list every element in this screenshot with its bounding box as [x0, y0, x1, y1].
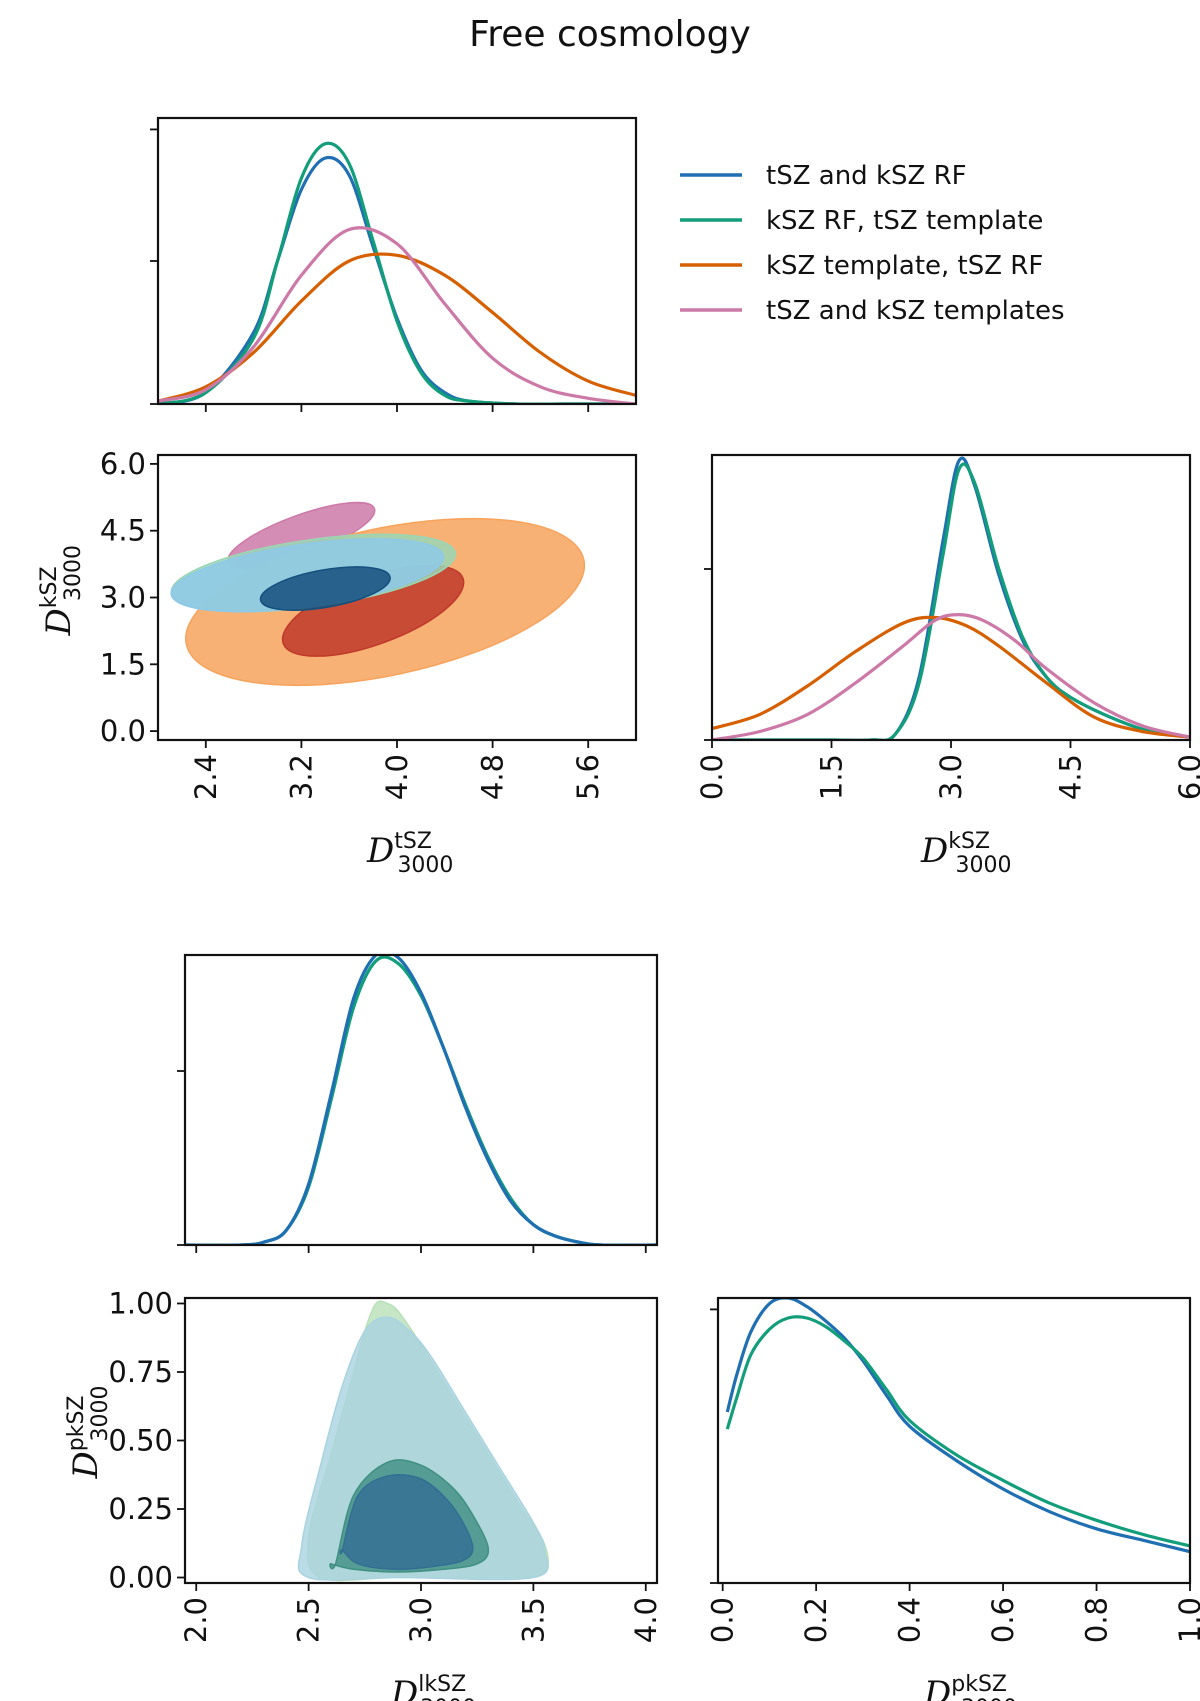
x-tick-label-contour-lksz-pksz-0: 2.0 — [179, 1597, 213, 1643]
y-axis-label-contour-tsz-ksz: DkSZ3000 — [37, 545, 86, 637]
x-tick-label-marginal-ksz-1: 1.5 — [815, 754, 849, 800]
contour-region-contour-tsz-ksz-5 — [259, 566, 391, 612]
panel-frame-top-marginal-tsz — [156, 116, 638, 406]
series-line-marginal-ksz-3 — [712, 613, 1190, 740]
legend-label-3: tSZ and kSZ templates — [766, 296, 1065, 326]
figure-title: Free cosmology — [469, 14, 751, 55]
x-tick-label-marginal-ksz-2: 3.0 — [934, 754, 968, 800]
x-tick-label-contour-lksz-pksz-3: 3.5 — [516, 1597, 550, 1643]
series-line-marginal-pksz-1 — [725, 1315, 1190, 1548]
y-tick-label-contour-lksz-pksz-4: 1.00 — [108, 1286, 173, 1320]
y-tick-label-contour-tsz-ksz-4: 6.0 — [100, 447, 146, 481]
legend-label-0: tSZ and kSZ RF — [766, 161, 967, 191]
y-tick-label-contour-lksz-pksz-3: 0.75 — [108, 1355, 173, 1389]
x-tick-label-contour-lksz-pksz-4: 4.0 — [629, 1597, 663, 1643]
series-group-marginal-ksz — [712, 456, 1190, 740]
y-tick-label-contour-tsz-ksz-1: 1.5 — [100, 647, 146, 681]
series-line-marginal-pksz-0 — [725, 1298, 1190, 1554]
series-line-marginal-ksz-1 — [712, 462, 1190, 740]
legend-label-1: kSZ RF, tSZ template — [766, 206, 1043, 236]
y-tick-label-contour-tsz-ksz-3: 4.5 — [100, 514, 146, 548]
series-line-top-marginal-tsz-2 — [158, 252, 636, 403]
region-group-contour-tsz-ksz — [170, 501, 586, 687]
y-axis-label-contour-lksz-pksz: DpkSZ3000 — [64, 1385, 113, 1479]
x-axis-label-marginal-ksz: DkSZ 3000 — [920, 829, 1012, 878]
series-line-top-marginal-tsz-1 — [158, 141, 636, 404]
x-axis-label-contour-lksz-pksz: DlkSZ3000 — [390, 1672, 476, 1701]
x-axis-label-contour-tsz-ksz: DtSZ 3000 — [366, 829, 453, 878]
series-group-marginal-lksz — [185, 955, 657, 1245]
x-tick-label-contour-tsz-ksz-1: 3.2 — [284, 754, 318, 800]
series-line-marginal-lksz-0 — [185, 955, 657, 1245]
y-tick-label-contour-tsz-ksz-2: 3.0 — [100, 581, 146, 615]
panel-frame-marginal-pksz — [716, 1296, 1192, 1585]
y-tick-label-contour-lksz-pksz-1: 0.25 — [108, 1492, 173, 1526]
x-tick-label-contour-tsz-ksz-0: 2.4 — [189, 754, 223, 800]
plot-area: 2.4 3.2 4.0 4.8 5.6 0.0 1.5 3.0 4.5 6.0 DtSZ 3000 Dk… — [37, 116, 1200, 1701]
x-tick-label-contour-lksz-pksz-1: 2.5 — [292, 1597, 326, 1643]
x-tick-label-marginal-ksz-0: 0.0 — [695, 754, 729, 800]
contour-region-contour-lksz-pksz-3 — [339, 1473, 474, 1571]
x-tick-label-marginal-pksz-2: 0.4 — [893, 1597, 927, 1643]
region-group-contour-lksz-pksz — [297, 1300, 549, 1582]
y-tick-label-contour-lksz-pksz-2: 0.50 — [108, 1424, 173, 1458]
series-group-marginal-pksz — [725, 1298, 1190, 1554]
series-line-marginal-lksz-1 — [185, 955, 657, 1245]
y-tick-label-contour-lksz-pksz-0: 0.00 — [108, 1561, 173, 1595]
x-tick-label-contour-tsz-ksz-3: 4.8 — [476, 754, 510, 800]
x-tick-label-contour-lksz-pksz-2: 3.0 — [404, 1597, 438, 1643]
x-tick-label-marginal-pksz-0: 0.0 — [706, 1597, 740, 1643]
series-group-top-marginal-tsz — [158, 141, 636, 404]
x-tick-label-contour-tsz-ksz-4: 5.6 — [571, 754, 605, 800]
legend-label-2: kSZ template, tSZ RF — [766, 251, 1043, 281]
x-tick-label-marginal-pksz-5: 1.0 — [1173, 1597, 1200, 1643]
x-tick-label-marginal-pksz-1: 0.2 — [799, 1597, 833, 1643]
series-line-marginal-ksz-2 — [712, 615, 1190, 739]
x-axis-label-marginal-pksz: DpkSZ3000 — [923, 1672, 1017, 1701]
x-tick-label-marginal-ksz-3: 4.5 — [1054, 754, 1088, 800]
x-tick-label-marginal-pksz-4: 0.8 — [1080, 1597, 1114, 1643]
series-line-top-marginal-tsz-3 — [158, 226, 636, 404]
y-tick-label-contour-tsz-ksz-0: 0.0 — [100, 714, 146, 748]
x-tick-label-marginal-pksz-3: 0.6 — [986, 1597, 1020, 1643]
x-tick-label-contour-tsz-ksz-2: 4.0 — [380, 754, 414, 800]
x-tick-label-marginal-ksz-4: 6.0 — [1173, 754, 1200, 800]
